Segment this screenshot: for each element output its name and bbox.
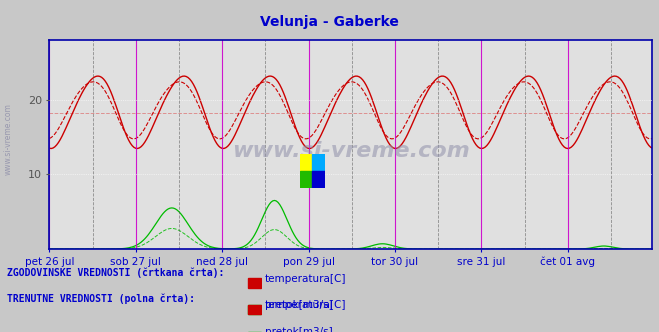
Bar [248, 305, 261, 314]
Bar [312, 171, 325, 188]
Text: pretok[m3/s]: pretok[m3/s] [265, 327, 333, 332]
Text: www.si-vreme.com: www.si-vreme.com [232, 141, 470, 161]
Bar [312, 154, 325, 171]
Text: temperatura[C]: temperatura[C] [265, 274, 347, 284]
Bar [248, 305, 261, 314]
Bar [248, 279, 261, 288]
Text: TRENUTNE VREDNOSTI (polna črta):: TRENUTNE VREDNOSTI (polna črta): [7, 294, 194, 304]
Text: ZGODOVINSKE VREDNOSTI (črtkana črta):: ZGODOVINSKE VREDNOSTI (črtkana črta): [7, 267, 224, 278]
Text: www.si-vreme.com: www.si-vreme.com [3, 104, 13, 175]
Bar [300, 154, 312, 171]
Text: Velunja - Gaberke: Velunja - Gaberke [260, 15, 399, 29]
Text: temperatura[C]: temperatura[C] [265, 300, 347, 310]
Text: pretok[m3/s]: pretok[m3/s] [265, 300, 333, 310]
Bar [300, 171, 312, 188]
